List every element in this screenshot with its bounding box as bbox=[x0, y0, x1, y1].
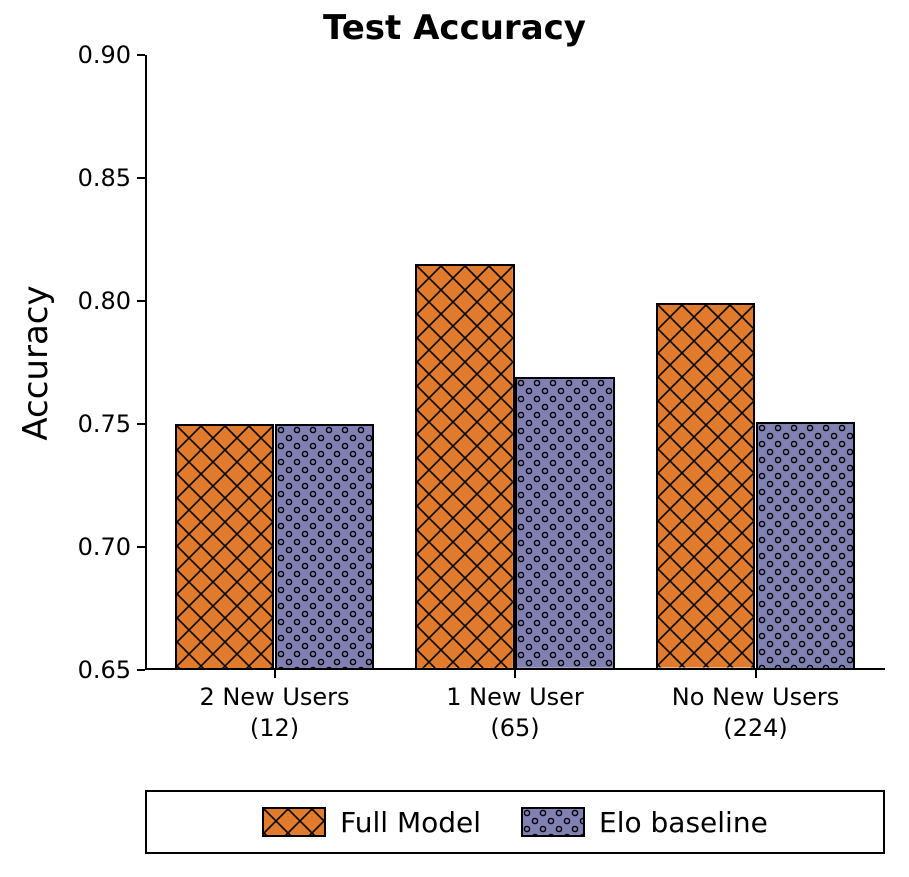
xtick-label-line1: 1 New User bbox=[446, 683, 584, 711]
xtick-mark bbox=[274, 670, 276, 678]
legend-swatch bbox=[262, 807, 326, 837]
ytick-mark bbox=[137, 54, 145, 56]
bar-elo-baseline bbox=[756, 422, 856, 670]
ytick-mark bbox=[137, 546, 145, 548]
chart-figure: Test Accuracy Accuracy Full Model Elo bas… bbox=[0, 0, 909, 877]
bar-full-model bbox=[656, 303, 756, 670]
ytick-mark bbox=[137, 423, 145, 425]
legend-swatch bbox=[521, 807, 585, 837]
xtick-label-line1: No New Users bbox=[672, 683, 839, 711]
xtick-label: No New Users (224) bbox=[672, 682, 839, 744]
legend-item: Full Model bbox=[262, 806, 481, 839]
ytick-label: 0.90 bbox=[71, 41, 131, 69]
xtick-label: 2 New Users (12) bbox=[199, 682, 349, 744]
y-axis-label: Accuracy bbox=[16, 285, 56, 440]
xtick-mark bbox=[755, 670, 757, 678]
ytick-label: 0.70 bbox=[71, 533, 131, 561]
xtick-label: 1 New User (65) bbox=[446, 682, 584, 744]
legend-item: Elo baseline bbox=[521, 806, 768, 839]
bar-full-model bbox=[415, 264, 515, 670]
ytick-label: 0.75 bbox=[71, 410, 131, 438]
ytick-mark bbox=[137, 300, 145, 302]
chart-title: Test Accuracy bbox=[0, 8, 909, 48]
legend-label: Full Model bbox=[340, 806, 481, 839]
legend: Full Model Elo baseline bbox=[145, 790, 885, 854]
legend-label: Elo baseline bbox=[599, 806, 768, 839]
xtick-label-line2: (224) bbox=[723, 714, 788, 742]
xtick-label-line2: (65) bbox=[490, 714, 539, 742]
ytick-label: 0.85 bbox=[71, 164, 131, 192]
ytick-mark bbox=[137, 669, 145, 671]
bar-elo-baseline bbox=[515, 377, 615, 670]
xtick-label-line2: (12) bbox=[250, 714, 299, 742]
xtick-mark bbox=[514, 670, 516, 678]
ytick-label: 0.80 bbox=[71, 287, 131, 315]
bar-full-model bbox=[175, 424, 275, 670]
xtick-label-line1: 2 New Users bbox=[199, 683, 349, 711]
ytick-label: 0.65 bbox=[71, 656, 131, 684]
bar-elo-baseline bbox=[275, 424, 375, 670]
ytick-mark bbox=[137, 177, 145, 179]
